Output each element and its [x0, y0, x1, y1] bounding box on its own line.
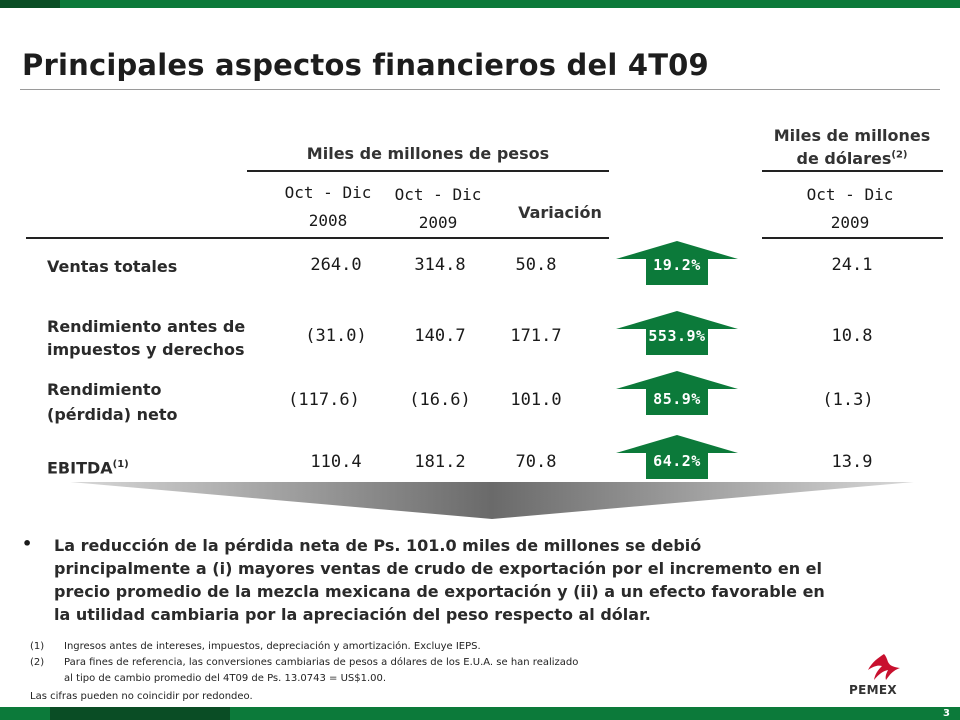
cell-rendimiento-antes-2009: 140.7: [414, 326, 466, 346]
row-label-ventas: Ventas totales: [47, 257, 178, 276]
cell-ebitda-2009: 181.2: [414, 452, 466, 472]
title-divider: [20, 89, 940, 90]
cell-rendimiento-antes-usd: 10.8: [831, 326, 873, 346]
usd-group-header-line2: de dólares(2): [796, 149, 908, 168]
col-2008-year: 2008: [308, 211, 348, 230]
col-2009-period: Oct - Dic: [394, 185, 482, 204]
cell-rendimiento-antes-2008: (31.0): [305, 326, 367, 346]
usd-header-rule: [762, 170, 943, 172]
cell-ventas-2009: 314.8: [414, 255, 466, 275]
table-header-rule-right: [762, 237, 943, 239]
cell-ebitda-variacion: 70.8: [515, 452, 557, 472]
bottom-accent-bar-dark: [50, 707, 230, 720]
col-2009-year: 2009: [418, 213, 458, 232]
cell-ebitda-usd: 13.9: [831, 452, 873, 472]
bottom-accent-bar: [0, 707, 960, 720]
footnote-1-number: (1): [30, 641, 45, 652]
table-header-rule-left: [26, 237, 609, 239]
pemex-logo-text: PEMEX: [849, 683, 897, 697]
col-usd-year: 2009: [830, 213, 870, 232]
up-arrow-icon: [616, 435, 738, 479]
pemex-eagle-logo-icon: [868, 654, 900, 680]
row-label-rendimiento-neto-line2: (pérdida) neto: [47, 405, 178, 424]
cell-rendimiento-neto-usd: (1.3): [822, 390, 874, 410]
row-label-ebitda: EBITDA(1): [47, 458, 129, 478]
rounding-note: Las cifras pueden no coincidir por redon…: [30, 691, 253, 702]
pesos-group-header: Miles de millones de pesos: [306, 144, 550, 163]
top-accent-bar-dark: [0, 0, 60, 8]
col-usd-period: Oct - Dic: [806, 185, 894, 204]
badge-ebitda-percent: 64.2%: [653, 452, 701, 470]
footnote-2-text: Para fines de referencia, las conversion…: [64, 657, 579, 668]
cell-rendimiento-antes-variacion: 171.7: [510, 326, 562, 346]
cell-ebitda-2008: 110.4: [310, 452, 362, 472]
row-label-rendimiento-neto-line1: Rendimiento: [47, 380, 162, 399]
up-arrow-icon: [616, 371, 738, 415]
pesos-header-rule: [247, 170, 609, 172]
usd-group-header-line1: Miles de millones: [773, 126, 931, 145]
cell-ventas-variacion: 50.8: [515, 255, 557, 275]
cell-ventas-usd: 24.1: [831, 255, 873, 275]
footnote-1-text: Ingresos antes de intereses, impuestos, …: [64, 641, 481, 652]
cell-rendimiento-neto-2009: (16.6): [409, 390, 471, 410]
cell-rendimiento-neto-variacion: 101.0: [510, 390, 562, 410]
up-arrow-icon: [616, 241, 738, 285]
up-arrow-icon: [616, 311, 738, 355]
badge-rendimiento-antes-percent: 553.9%: [648, 327, 706, 345]
badge-rendimiento-neto-percent: 85.9%: [653, 390, 701, 408]
row-label-rendimiento-antes-line1: Rendimiento antes de: [47, 317, 246, 336]
summary-paragraph: La reducción de la pérdida neta de Ps. 1…: [54, 536, 825, 624]
chevron-divider-icon: [70, 482, 914, 519]
footnote-2-text-cont: al tipo de cambio promedio del 4T09 de P…: [64, 673, 387, 684]
col-variacion-header: Variación: [518, 203, 602, 222]
page-number: 3: [943, 708, 950, 719]
top-accent-bar: [0, 0, 960, 8]
cell-ventas-2008: 264.0: [310, 255, 362, 275]
slide-title: Principales aspectos financieros del 4T0…: [22, 48, 709, 82]
col-2008-period: Oct - Dic: [284, 183, 372, 202]
bullet-marker: •: [22, 534, 33, 553]
cell-rendimiento-neto-2008: (117.6): [288, 390, 360, 410]
badge-ventas-percent: 19.2%: [653, 256, 701, 274]
footnote-2-number: (2): [30, 657, 45, 668]
row-label-rendimiento-antes-line2: impuestos y derechos: [47, 340, 245, 359]
